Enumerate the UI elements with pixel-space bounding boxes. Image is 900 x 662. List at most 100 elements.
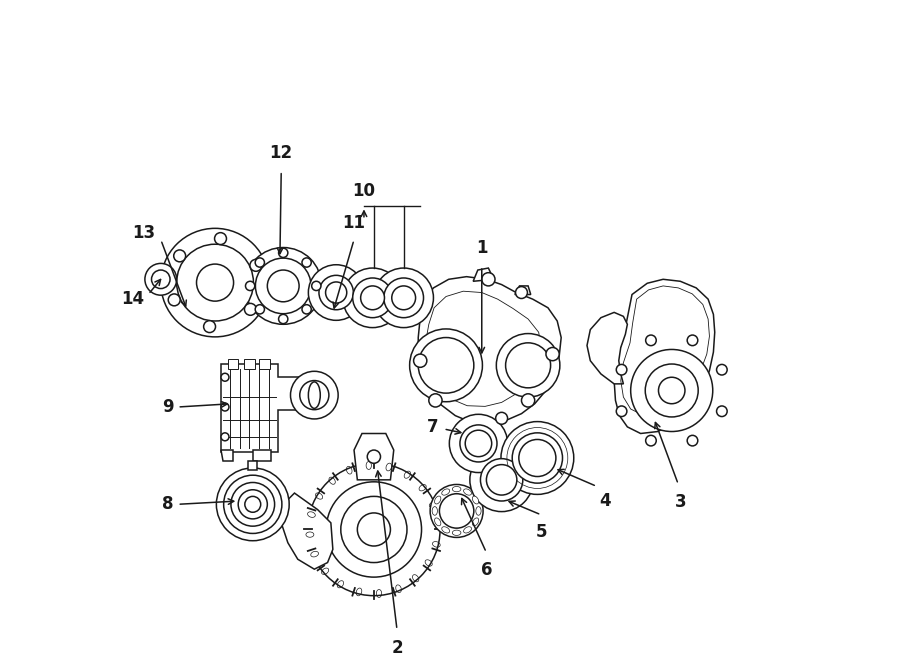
Circle shape (221, 403, 229, 411)
Circle shape (512, 433, 562, 483)
Circle shape (357, 513, 391, 546)
Circle shape (279, 314, 288, 324)
Circle shape (616, 364, 627, 375)
Circle shape (374, 268, 434, 328)
Circle shape (414, 354, 427, 367)
Polygon shape (248, 461, 257, 470)
Circle shape (439, 494, 473, 528)
Circle shape (221, 373, 229, 381)
Circle shape (245, 248, 321, 324)
Text: 1: 1 (476, 239, 488, 257)
Circle shape (267, 270, 299, 302)
Circle shape (367, 450, 381, 463)
Circle shape (428, 394, 442, 407)
Ellipse shape (453, 530, 461, 536)
Circle shape (203, 320, 215, 332)
Circle shape (645, 335, 656, 346)
Text: 9: 9 (162, 398, 174, 416)
Circle shape (309, 265, 364, 320)
Circle shape (616, 406, 627, 416)
Ellipse shape (435, 496, 441, 504)
Circle shape (688, 335, 698, 346)
Polygon shape (614, 279, 715, 434)
Circle shape (383, 278, 424, 318)
Circle shape (224, 475, 282, 534)
Bar (244, 359, 255, 369)
Ellipse shape (464, 527, 472, 533)
Bar (259, 359, 270, 369)
Text: 6: 6 (481, 561, 492, 579)
Polygon shape (587, 312, 627, 384)
Ellipse shape (453, 487, 461, 492)
Circle shape (449, 414, 508, 473)
Circle shape (174, 250, 185, 262)
Text: 13: 13 (132, 224, 156, 242)
Polygon shape (253, 450, 271, 461)
Circle shape (256, 305, 265, 314)
Circle shape (145, 263, 176, 295)
Text: 14: 14 (122, 290, 144, 308)
Ellipse shape (464, 489, 472, 495)
Circle shape (465, 430, 491, 457)
Circle shape (481, 459, 523, 501)
Text: 4: 4 (598, 493, 610, 510)
Circle shape (460, 425, 497, 462)
Circle shape (196, 264, 234, 301)
Polygon shape (418, 277, 562, 424)
Text: 2: 2 (392, 639, 403, 657)
Ellipse shape (476, 506, 482, 515)
Circle shape (311, 281, 321, 291)
Polygon shape (515, 286, 531, 295)
Circle shape (430, 485, 483, 538)
Circle shape (302, 305, 311, 314)
Circle shape (176, 244, 254, 321)
Circle shape (353, 278, 392, 318)
Polygon shape (354, 434, 393, 480)
Circle shape (496, 334, 560, 397)
Circle shape (168, 294, 180, 306)
Circle shape (238, 490, 267, 519)
Circle shape (501, 422, 574, 495)
Circle shape (214, 232, 227, 244)
Circle shape (308, 463, 440, 596)
Circle shape (256, 258, 265, 267)
Circle shape (221, 433, 229, 441)
Circle shape (361, 286, 384, 310)
Circle shape (291, 371, 338, 419)
Circle shape (518, 440, 556, 477)
Text: 7: 7 (427, 418, 438, 436)
Circle shape (302, 258, 311, 267)
Circle shape (250, 260, 262, 271)
Bar (228, 359, 238, 369)
Circle shape (392, 286, 416, 310)
Text: 11: 11 (343, 214, 365, 232)
Circle shape (341, 496, 407, 563)
Circle shape (482, 273, 495, 286)
Circle shape (161, 228, 269, 337)
Circle shape (231, 483, 274, 526)
Polygon shape (221, 364, 302, 452)
Circle shape (245, 496, 261, 512)
Circle shape (506, 343, 551, 388)
Circle shape (319, 275, 354, 310)
Text: 5: 5 (536, 523, 547, 541)
Circle shape (151, 270, 170, 289)
Circle shape (659, 377, 685, 404)
Circle shape (516, 287, 527, 299)
Circle shape (470, 448, 534, 512)
Circle shape (300, 381, 328, 410)
Circle shape (631, 350, 713, 432)
Polygon shape (281, 493, 333, 569)
Ellipse shape (435, 518, 441, 526)
Circle shape (496, 412, 508, 424)
Text: 12: 12 (270, 144, 292, 162)
Circle shape (245, 303, 256, 315)
Circle shape (716, 406, 727, 416)
Circle shape (486, 465, 517, 495)
Circle shape (546, 348, 559, 361)
Circle shape (216, 468, 289, 541)
Circle shape (521, 394, 535, 407)
Circle shape (645, 436, 656, 446)
Circle shape (410, 329, 482, 402)
Circle shape (688, 436, 698, 446)
